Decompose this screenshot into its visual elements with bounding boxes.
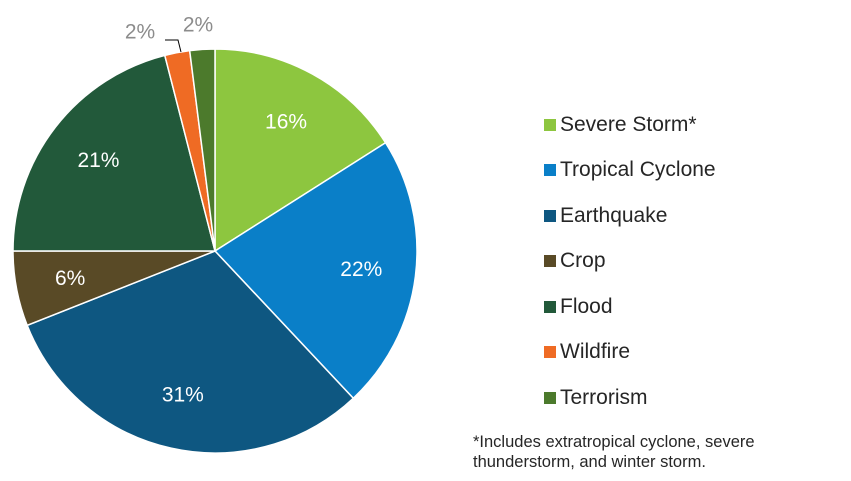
legend-swatch <box>544 118 556 131</box>
leader-line-wildfire <box>165 39 182 53</box>
legend-label: Crop <box>560 249 606 273</box>
legend-swatch <box>544 300 556 313</box>
footnote-line-2: thunderstorm, and winter storm. <box>473 453 706 471</box>
pie-slice-terrorism <box>188 48 216 252</box>
legend-item-severe-storm: Severe Storm* <box>544 102 716 148</box>
pie-slice-severe-storm <box>214 48 387 253</box>
legend-label: Terrorism <box>560 385 648 409</box>
data-label-tropical-cyclone: 22% <box>340 258 382 281</box>
footnote: *Includes extratropical cyclone, severe … <box>473 432 755 472</box>
legend: Severe Storm* Tropical Cyclone Earthquake C… <box>544 102 716 421</box>
legend-item-tropical-cyclone: Tropical Cyclone <box>544 148 716 194</box>
legend-swatch <box>544 209 556 222</box>
pie-slice-tropical-cyclone <box>213 141 418 400</box>
legend-swatch <box>544 255 556 268</box>
data-label-severe-storm: 16% <box>265 110 307 133</box>
pie-slice-earthquake <box>26 250 355 454</box>
legend-label: Tropical Cyclone <box>560 158 716 182</box>
data-label-terrorism: 2% <box>183 14 213 37</box>
legend-swatch <box>544 164 556 177</box>
legend-item-terrorism: Terrorism <box>544 375 716 421</box>
legend-item-wildfire: Wildfire <box>544 330 716 376</box>
legend-label: Severe Storm* <box>560 112 697 136</box>
pie-data-labels: 16% 22% 31% 6% 21% 2% 2% <box>55 14 382 407</box>
data-label-flood: 21% <box>77 149 119 172</box>
legend-label: Earthquake <box>560 203 668 227</box>
legend-label: Flood <box>560 294 613 318</box>
legend-swatch <box>544 391 556 404</box>
data-label-crop: 6% <box>55 267 85 290</box>
legend-label: Wildfire <box>560 340 631 364</box>
legend-item-crop: Crop <box>544 239 716 285</box>
data-label-wildfire: 2% <box>125 21 155 44</box>
data-label-earthquake: 31% <box>162 383 204 406</box>
pie-slice-flood <box>12 54 216 252</box>
pie-slices <box>12 48 418 454</box>
legend-item-flood: Flood <box>544 284 716 330</box>
footnote-line-1: *Includes extratropical cyclone, severe <box>473 433 755 451</box>
legend-swatch <box>544 346 556 359</box>
legend-item-earthquake: Earthquake <box>544 193 716 239</box>
